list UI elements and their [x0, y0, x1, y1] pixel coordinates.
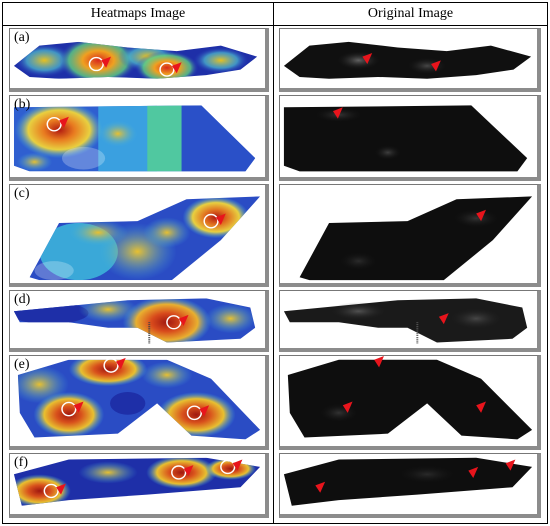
heatmap-image-f: (f) [9, 453, 269, 518]
original-image-e [279, 355, 541, 450]
heatmap-image-c: (c) [9, 184, 269, 287]
original-image-d [279, 290, 541, 352]
row-label-e: (e) [14, 357, 30, 372]
original-image-b [279, 95, 541, 181]
column-header-original: Original Image [367, 6, 454, 21]
heatmap-image-e: (e) [9, 355, 269, 450]
original-image-f [279, 453, 541, 518]
heatmap-image-d: (d) [9, 290, 269, 352]
original-image-a [279, 28, 541, 92]
column-divider [273, 3, 274, 523]
row-label-a: (a) [14, 30, 30, 45]
row-label-d: (d) [14, 292, 31, 307]
row-label-c: (c) [14, 186, 30, 201]
heatmap-image-b: (b) [9, 95, 269, 181]
column-header-heatmaps: Heatmaps Image [90, 6, 186, 21]
row-label-b: (b) [14, 97, 31, 112]
row-label-f: (f) [14, 455, 28, 470]
original-image-c [279, 184, 541, 287]
header-divider [3, 25, 547, 26]
heatmap-image-a: (a) [9, 28, 269, 92]
